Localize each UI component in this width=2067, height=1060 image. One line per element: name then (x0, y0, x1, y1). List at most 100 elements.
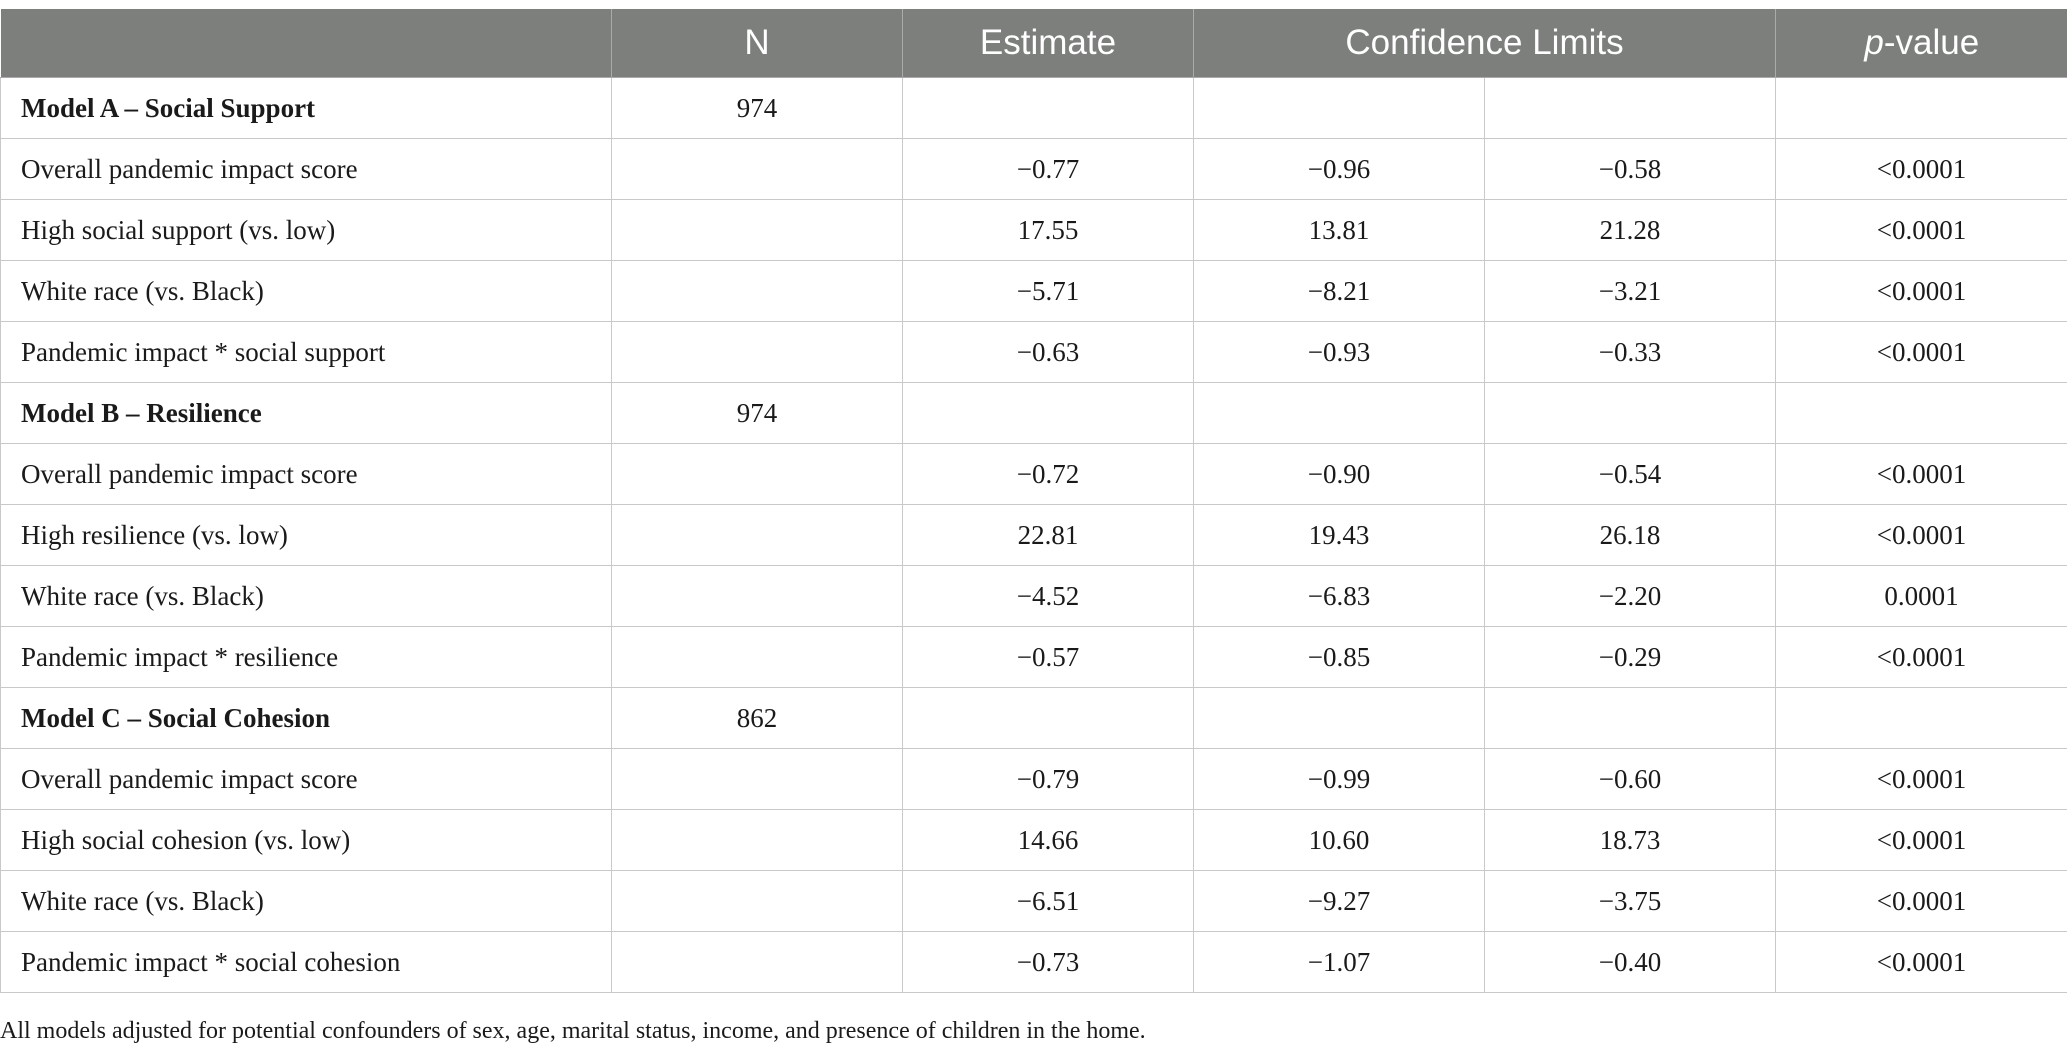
header-row: N Estimate Confidence Limits p-value (0, 9, 2067, 78)
row-estimate: 17.55 (902, 199, 1194, 261)
header-p-value: p-value (1775, 9, 2067, 78)
row-upper-limit: −3.21 (1483, 260, 1777, 322)
row-label: White race (vs. Black) (0, 870, 612, 932)
row-p-value: <0.0001 (1775, 870, 2067, 932)
table-body: Model A – Social Support 974 Overall pande… (0, 77, 2067, 993)
row-label: White race (vs. Black) (0, 260, 612, 322)
model-n: 974 (611, 382, 903, 444)
row-upper-limit: −3.75 (1483, 870, 1777, 932)
row-p-value: <0.0001 (1775, 260, 2067, 322)
row-label: Pandemic impact * social cohesion (0, 931, 612, 993)
row-p-value: 0.0001 (1775, 565, 2067, 627)
model-upper-empty (1483, 687, 1777, 749)
model-header-row: Model B – Resilience 974 (0, 382, 2067, 444)
row-p-value: <0.0001 (1775, 504, 2067, 566)
row-label: Pandemic impact * social support (0, 321, 612, 383)
table-row: Overall pandemic impact score −0.77 −0.96−… (0, 138, 2067, 200)
row-n-empty (611, 809, 903, 871)
row-p-value: <0.0001 (1775, 931, 2067, 993)
row-n-empty (611, 199, 903, 261)
header-estimate: Estimate (902, 9, 1194, 78)
row-label: High social support (vs. low) (0, 199, 612, 261)
model-n: 974 (611, 77, 903, 139)
row-estimate: −5.71 (902, 260, 1194, 322)
model-estimate-empty (902, 382, 1194, 444)
row-lower-limit: 19.43 (1193, 504, 1485, 566)
row-lower-limit: −0.90 (1193, 443, 1485, 505)
table-row: Pandemic impact * social cohesion −0.73 −1… (0, 931, 2067, 993)
row-lower-limit: −0.96 (1193, 138, 1485, 200)
row-lower-limit: 10.60 (1193, 809, 1485, 871)
row-label: High social cohesion (vs. low) (0, 809, 612, 871)
row-upper-limit: 21.28 (1483, 199, 1777, 261)
header-n: N (611, 9, 903, 78)
model-lower-empty (1193, 382, 1485, 444)
header-label (0, 9, 612, 78)
row-p-value: <0.0001 (1775, 443, 2067, 505)
row-upper-limit: −0.33 (1483, 321, 1777, 383)
row-estimate: −4.52 (902, 565, 1194, 627)
table-row: White race (vs. Black) −5.71 −8.21 −3.21 <0.… (0, 260, 2067, 322)
model-lower-empty (1193, 77, 1485, 139)
table-row: Pandemic impact * social support −0.63 −0.… (0, 321, 2067, 383)
row-estimate: −0.72 (902, 443, 1194, 505)
row-n-empty (611, 931, 903, 993)
table-row: White race (vs. Black) −4.52 −6.83 −2.20 0.0… (0, 565, 2067, 627)
row-n-empty (611, 321, 903, 383)
row-p-value: <0.0001 (1775, 809, 2067, 871)
model-title: Model B – Resilience (0, 382, 612, 444)
row-n-empty (611, 443, 903, 505)
row-lower-limit: −0.93 (1193, 321, 1485, 383)
row-upper-limit: −0.29 (1483, 626, 1777, 688)
row-upper-limit: −0.58 (1483, 138, 1777, 200)
table-row: Overall pandemic impact score −0.72 −0.90−… (0, 443, 2067, 505)
row-n-empty (611, 138, 903, 200)
row-lower-limit: −6.83 (1193, 565, 1485, 627)
row-upper-limit: −0.40 (1483, 931, 1777, 993)
row-n-empty (611, 504, 903, 566)
row-upper-limit: 18.73 (1483, 809, 1777, 871)
row-lower-limit: −0.99 (1193, 748, 1485, 810)
row-upper-limit: −2.20 (1483, 565, 1777, 627)
row-label: Overall pandemic impact score (0, 748, 612, 810)
row-label: White race (vs. Black) (0, 565, 612, 627)
row-label: Pandemic impact * resilience (0, 626, 612, 688)
header-p-italic: p (1864, 23, 1884, 62)
model-n: 862 (611, 687, 903, 749)
header-p-suffix: -value (1883, 23, 1980, 62)
row-n-empty (611, 565, 903, 627)
row-lower-limit: 13.81 (1193, 199, 1485, 261)
model-upper-empty (1483, 382, 1777, 444)
row-p-value: <0.0001 (1775, 321, 2067, 383)
model-header-row: Model A – Social Support 974 (0, 77, 2067, 139)
row-n-empty (611, 748, 903, 810)
row-n-empty (611, 260, 903, 322)
table-footnote: All models adjusted for potential confou… (0, 1018, 1146, 1044)
table-row: Pandemic impact * resilience −0.57 −0.85 −0… (0, 626, 2067, 688)
row-upper-limit: −0.60 (1483, 748, 1777, 810)
model-upper-empty (1483, 77, 1777, 139)
row-estimate: 22.81 (902, 504, 1194, 566)
results-table-container: N Estimate Confidence Limits p-value Mod… (0, 9, 2067, 993)
table-row: Overall pandemic impact score −0.79 −0.99−… (0, 748, 2067, 810)
model-p-empty (1775, 687, 2067, 749)
model-lower-empty (1193, 687, 1485, 749)
row-lower-limit: −0.85 (1193, 626, 1485, 688)
row-lower-limit: −8.21 (1193, 260, 1485, 322)
table-row: High resilience (vs. low) 22.81 19.43 26.18… (0, 504, 2067, 566)
results-table: N Estimate Confidence Limits p-value Mod… (0, 9, 2067, 993)
row-p-value: <0.0001 (1775, 199, 2067, 261)
row-upper-limit: 26.18 (1483, 504, 1777, 566)
row-estimate: −0.79 (902, 748, 1194, 810)
row-lower-limit: −1.07 (1193, 931, 1485, 993)
row-label: Overall pandemic impact score (0, 138, 612, 200)
row-lower-limit: −9.27 (1193, 870, 1485, 932)
header-confidence-limits: Confidence Limits (1192, 9, 1776, 78)
model-title: Model C – Social Cohesion (0, 687, 612, 749)
row-label: High resilience (vs. low) (0, 504, 612, 566)
row-estimate: −0.73 (902, 931, 1194, 993)
row-upper-limit: −0.54 (1483, 443, 1777, 505)
model-estimate-empty (902, 687, 1194, 749)
row-estimate: 14.66 (902, 809, 1194, 871)
model-p-empty (1775, 382, 2067, 444)
